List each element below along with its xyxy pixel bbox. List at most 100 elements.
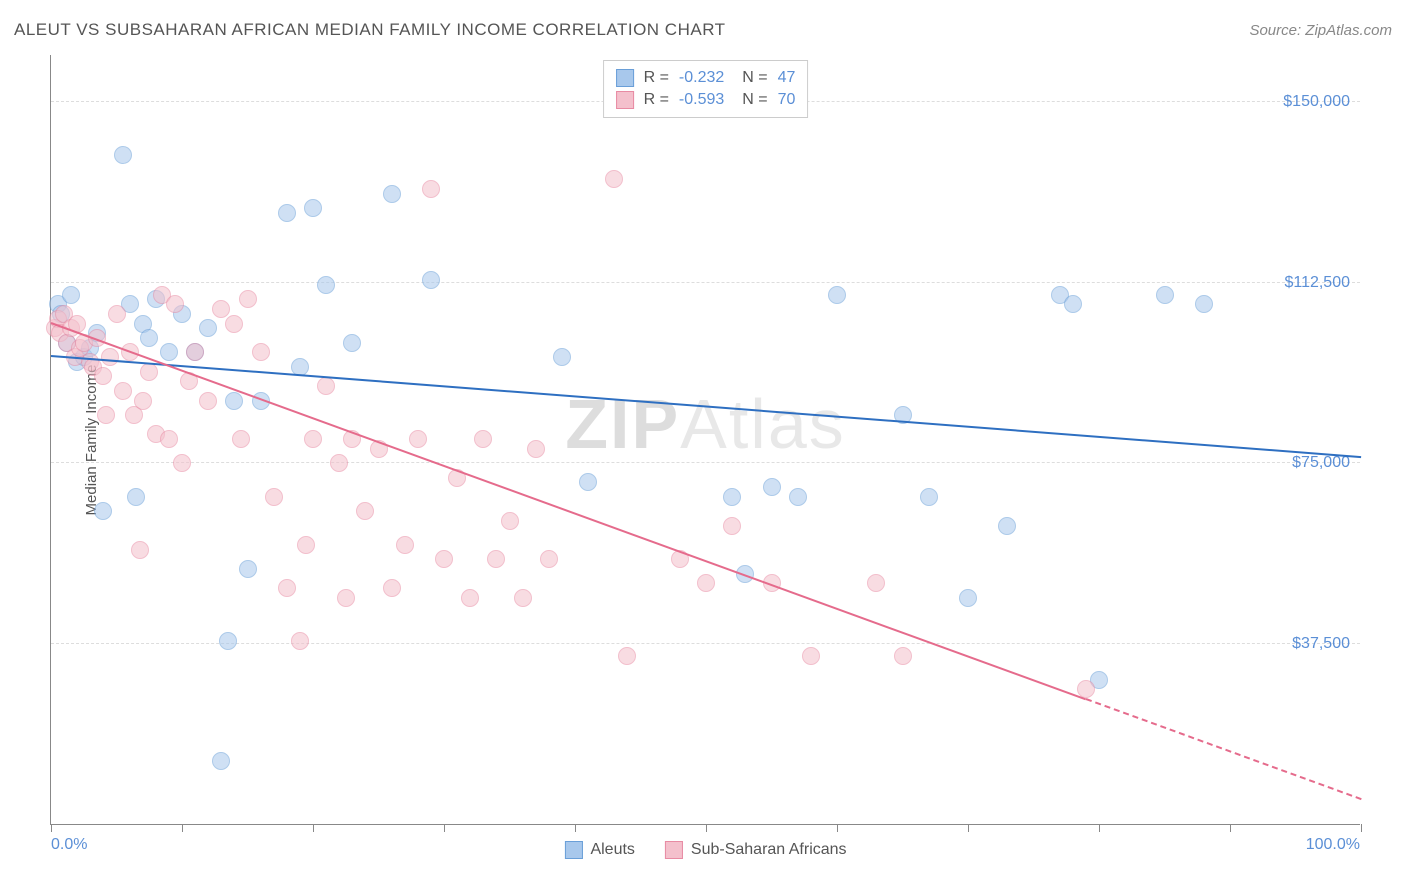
scatter-point <box>1064 295 1082 313</box>
series-legend: Aleuts Sub-Saharan Africans <box>564 841 846 859</box>
scatter-point <box>225 315 243 333</box>
scatter-point <box>173 454 191 472</box>
scatter-point <box>422 180 440 198</box>
legend-swatch-aleuts <box>616 69 634 87</box>
scatter-point <box>723 488 741 506</box>
scatter-point <box>514 589 532 607</box>
scatter-point <box>330 454 348 472</box>
scatter-point <box>396 536 414 554</box>
scatter-point <box>278 579 296 597</box>
x-tick <box>444 824 445 832</box>
scatter-point <box>212 752 230 770</box>
legend-row-subsaharan: R =-0.593 N =70 <box>616 89 796 111</box>
scatter-point <box>62 286 80 304</box>
scatter-point <box>1156 286 1174 304</box>
scatter-point <box>618 647 636 665</box>
scatter-point <box>140 329 158 347</box>
chart-source: Source: ZipAtlas.com <box>1249 22 1392 39</box>
scatter-point <box>998 517 1016 535</box>
scatter-point <box>239 560 257 578</box>
scatter-point <box>114 382 132 400</box>
scatter-point <box>894 647 912 665</box>
scatter-point <box>212 300 230 318</box>
scatter-point <box>199 392 217 410</box>
chart-header: ALEUT VS SUBSAHARAN AFRICAN MEDIAN FAMIL… <box>14 20 1392 40</box>
legend-swatch-subsaharan <box>616 91 634 109</box>
scatter-point <box>867 574 885 592</box>
scatter-point <box>219 632 237 650</box>
legend-item-aleuts: Aleuts <box>564 841 634 859</box>
x-tick <box>575 824 576 832</box>
scatter-point <box>291 632 309 650</box>
correlation-legend: R =-0.232 N =47 R =-0.593 N =70 <box>603 60 809 118</box>
x-tick <box>837 824 838 832</box>
x-axis-max-label: 100.0% <box>1306 836 1360 854</box>
legend-swatch-aleuts-bottom <box>564 841 582 859</box>
regression-line <box>1086 698 1362 800</box>
legend-item-subsaharan: Sub-Saharan Africans <box>665 841 847 859</box>
scatter-point <box>186 343 204 361</box>
scatter-point <box>239 290 257 308</box>
scatter-point <box>317 377 335 395</box>
scatter-point <box>474 430 492 448</box>
scatter-point <box>278 204 296 222</box>
scatter-point <box>579 473 597 491</box>
scatter-point <box>343 334 361 352</box>
x-tick <box>1361 824 1362 832</box>
scatter-point <box>160 430 178 448</box>
scatter-point <box>127 488 145 506</box>
scatter-point <box>789 488 807 506</box>
scatter-point <box>540 550 558 568</box>
scatter-point <box>225 392 243 410</box>
scatter-point <box>166 295 184 313</box>
scatter-point <box>356 502 374 520</box>
scatter-point <box>461 589 479 607</box>
scatter-point <box>435 550 453 568</box>
y-axis-title: Median Family Income <box>83 364 100 515</box>
scatter-point <box>501 512 519 530</box>
scatter-point <box>304 199 322 217</box>
scatter-point <box>409 430 427 448</box>
x-tick <box>182 824 183 832</box>
scatter-point <box>763 478 781 496</box>
chart-plot-area: ZIPAtlas Median Family Income $37,500$75… <box>50 55 1360 825</box>
scatter-point <box>828 286 846 304</box>
y-tick-label: $37,500 <box>1292 635 1350 653</box>
y-tick-label: $75,000 <box>1292 454 1350 472</box>
scatter-point <box>199 319 217 337</box>
scatter-point <box>97 406 115 424</box>
scatter-point <box>422 271 440 289</box>
scatter-point <box>114 146 132 164</box>
scatter-point <box>959 589 977 607</box>
scatter-point <box>94 502 112 520</box>
legend-row-aleuts: R =-0.232 N =47 <box>616 67 796 89</box>
x-tick <box>51 824 52 832</box>
scatter-point <box>723 517 741 535</box>
scatter-point <box>802 647 820 665</box>
y-tick-label: $150,000 <box>1283 93 1350 111</box>
scatter-point <box>487 550 505 568</box>
scatter-point <box>101 348 119 366</box>
scatter-point <box>317 276 335 294</box>
scatter-point <box>1195 295 1213 313</box>
scatter-point <box>383 579 401 597</box>
scatter-point <box>134 392 152 410</box>
scatter-point <box>131 541 149 559</box>
y-tick-label: $112,500 <box>1284 274 1350 292</box>
x-axis-min-label: 0.0% <box>51 836 87 854</box>
scatter-point <box>527 440 545 458</box>
scatter-point <box>605 170 623 188</box>
scatter-point <box>697 574 715 592</box>
gridline <box>51 643 1360 644</box>
gridline <box>51 462 1360 463</box>
scatter-point <box>297 536 315 554</box>
scatter-point <box>108 305 126 323</box>
x-tick <box>313 824 314 832</box>
scatter-point <box>337 589 355 607</box>
legend-swatch-subsaharan-bottom <box>665 841 683 859</box>
scatter-point <box>383 185 401 203</box>
scatter-point <box>265 488 283 506</box>
scatter-point <box>252 343 270 361</box>
x-tick <box>968 824 969 832</box>
scatter-point <box>232 430 250 448</box>
